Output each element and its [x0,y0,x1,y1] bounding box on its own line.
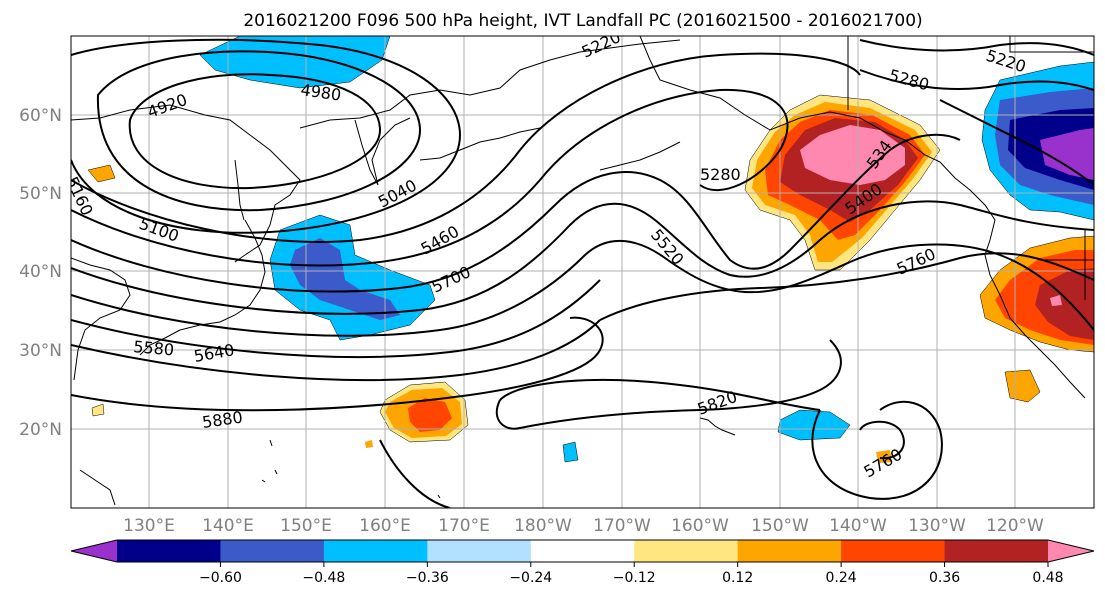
height-contours [71,38,1094,508]
colorbar-extend-high [1048,540,1094,562]
colorbar-segment [737,540,842,562]
figure-title: 2016021200 F096 500 hPa height, IVT Land… [243,11,922,31]
colorbar-segment [427,540,532,562]
lon-label: 180°W [514,516,572,536]
lat-label-20n: 20°N [19,420,62,440]
lon-label: 130°E [123,516,175,536]
ivt-negative-shading [199,36,1094,463]
colorbar-segment [944,540,1049,562]
lon-label: 150°W [751,516,809,536]
colorbar-segment [530,540,635,562]
colorbar-segment [634,540,739,562]
contour-label: 5580 [133,337,175,359]
lon-label: 160°E [359,516,411,536]
colorbar-tick-label: 0.48 [1032,570,1063,586]
coastlines [71,36,1094,506]
colorbar: −0.60 −0.48 −0.36 −0.24 −0.12 0.12 0.24 0.36 0.4… [70,539,1095,586]
colorbar-segment [841,540,946,562]
lon-label: 150°E [280,516,332,536]
lon-label: 120°W [986,516,1044,536]
colorbar-tick-label: −0.24 [509,570,552,586]
latitude-labels: 60°N 50°N 40°N 30°N 20°N [19,106,62,440]
map-plot-area: 4920 4980 5220 5280 5220 5160 5100 5040 … [71,36,1094,508]
lon-label: 130°W [908,516,966,536]
map-frame [70,35,1095,509]
colorbar-tick-label: 0.12 [722,570,753,586]
lat-label-40n: 40°N [19,262,62,282]
lon-label: 170°W [593,516,651,536]
colorbar-tick-label: −0.36 [406,570,449,586]
colorbar-segment [323,540,428,562]
colorbar-tick-label: 0.24 [826,570,857,586]
lon-label: 140°W [829,516,887,536]
lat-label-60n: 60°N [19,106,62,126]
colorbar-tick-label: 0.36 [929,570,960,586]
lon-label: 160°W [671,516,729,536]
lon-label: 170°E [438,516,490,536]
colorbar-segment [117,540,221,562]
colorbar-segment [220,540,325,562]
colorbar-tick-label: −0.48 [302,570,345,586]
longitude-labels: 130°E 140°E 150°E 160°E 170°E 180°W 170°… [123,516,1044,536]
lat-label-30n: 30°N [19,341,62,361]
contour-label: 5280 [700,165,741,184]
colorbar-outline [70,539,1095,563]
colorbar-extend-low [71,540,117,562]
lon-label: 140°E [202,516,254,536]
ivt-positive-shading [87,94,1094,463]
lat-label-50n: 50°N [19,184,62,204]
colorbar-tick-label: −0.12 [613,570,656,586]
colorbar-tick-label: −0.60 [199,570,242,586]
